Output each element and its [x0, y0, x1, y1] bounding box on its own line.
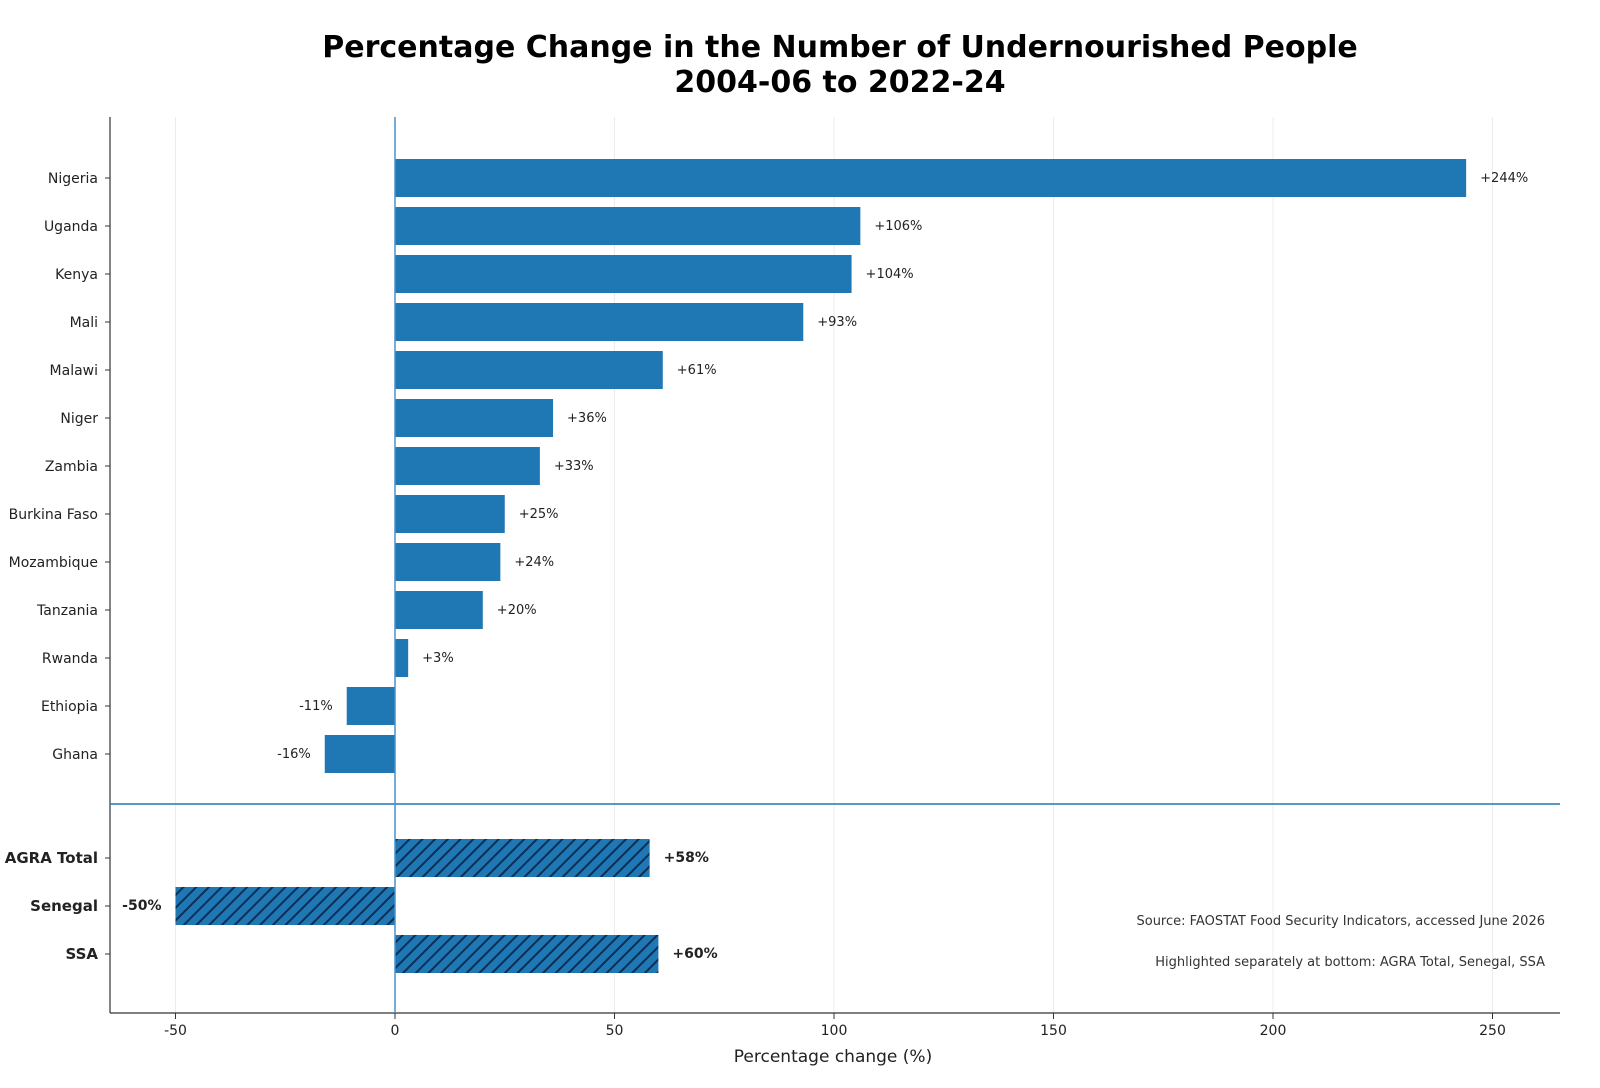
y-tick-label-rwanda: Rwanda	[42, 651, 98, 667]
bar-zambia	[395, 447, 540, 485]
gridlines	[175, 117, 1493, 1013]
data-label-rwanda: +3%	[422, 651, 454, 666]
bar-ssa	[395, 935, 659, 973]
x-tick-label: 0	[391, 1023, 400, 1039]
bar-senegal	[175, 887, 395, 925]
y-tick-label-niger: Niger	[60, 411, 98, 427]
x-tick-label: 50	[606, 1023, 624, 1039]
y-tick-label-burkina-faso: Burkina Faso	[9, 507, 98, 523]
y-tick-label-malawi: Malawi	[50, 363, 98, 379]
data-label-burkina-faso: +25%	[519, 507, 559, 522]
y-tick-label-mali: Mali	[70, 315, 98, 331]
bar-nigeria	[395, 159, 1467, 197]
y-tick-label-mozambique: Mozambique	[9, 555, 98, 571]
chart-title-line-1: Percentage Change in the Number of Under…	[322, 30, 1358, 65]
x-axis-label: Percentage change (%)	[734, 1047, 932, 1067]
bar-mali	[395, 303, 804, 341]
bar-uganda	[395, 207, 861, 245]
y-tick-label-agra-total: AGRA Total	[5, 849, 98, 867]
bar-rwanda	[395, 639, 409, 677]
x-tick-label: 150	[1040, 1023, 1067, 1039]
x-tick-label: 250	[1479, 1023, 1506, 1039]
bar-tanzania	[395, 591, 483, 629]
data-label-agra-total: +58%	[664, 850, 709, 866]
axes	[105, 117, 1560, 1019]
chart-title-line-2: 2004-06 to 2022-24	[674, 65, 1006, 100]
data-label-zambia: +33%	[554, 459, 594, 474]
x-tick-label: 200	[1260, 1023, 1287, 1039]
x-tick-label: -50	[164, 1023, 187, 1039]
chart-title: Percentage Change in the Number of Under…	[0, 30, 1600, 100]
data-label-nigeria: +244%	[1480, 171, 1528, 186]
bar-niger	[395, 399, 554, 437]
data-label-uganda: +106%	[874, 219, 922, 234]
data-label-senegal: -50%	[122, 898, 161, 914]
y-tick-label-ssa: SSA	[65, 945, 98, 963]
labels: -50 0 50 100 150 200 250 Nigeria +244% Uganda +106…	[5, 171, 1529, 1039]
y-tick-label-uganda: Uganda	[44, 219, 98, 235]
bars	[175, 159, 1467, 973]
x-tick-label: 100	[821, 1023, 848, 1039]
bar-mozambique	[395, 543, 501, 581]
highlight-annotation: Highlighted separately at bottom: AGRA T…	[1155, 955, 1545, 970]
data-label-kenya: +104%	[866, 267, 914, 282]
data-label-niger: +36%	[567, 411, 607, 426]
bar-kenya	[395, 255, 852, 293]
y-tick-label-zambia: Zambia	[45, 459, 98, 475]
data-label-ssa: +60%	[672, 946, 717, 962]
bar-ghana	[324, 735, 395, 773]
y-tick-label-nigeria: Nigeria	[48, 171, 98, 187]
y-tick-label-ghana: Ghana	[52, 747, 98, 763]
data-label-mali: +93%	[817, 315, 857, 330]
data-label-malawi: +61%	[677, 363, 717, 378]
y-tick-label-kenya: Kenya	[55, 267, 98, 283]
data-label-tanzania: +20%	[497, 603, 537, 618]
data-label-mozambique: +24%	[514, 555, 554, 570]
source-annotation: Source: FAOSTAT Food Security Indicators…	[1136, 914, 1545, 929]
y-tick-label-ethiopia: Ethiopia	[41, 699, 98, 715]
bar-agra-total	[395, 839, 650, 877]
data-label-ghana: -16%	[277, 747, 311, 762]
bar-ethiopia	[346, 687, 395, 725]
bar-malawi	[395, 351, 663, 389]
y-tick-label-senegal: Senegal	[30, 897, 98, 915]
y-tick-label-tanzania: Tanzania	[36, 603, 98, 619]
data-label-ethiopia: -11%	[299, 699, 333, 714]
bar-burkina-faso	[395, 495, 505, 533]
